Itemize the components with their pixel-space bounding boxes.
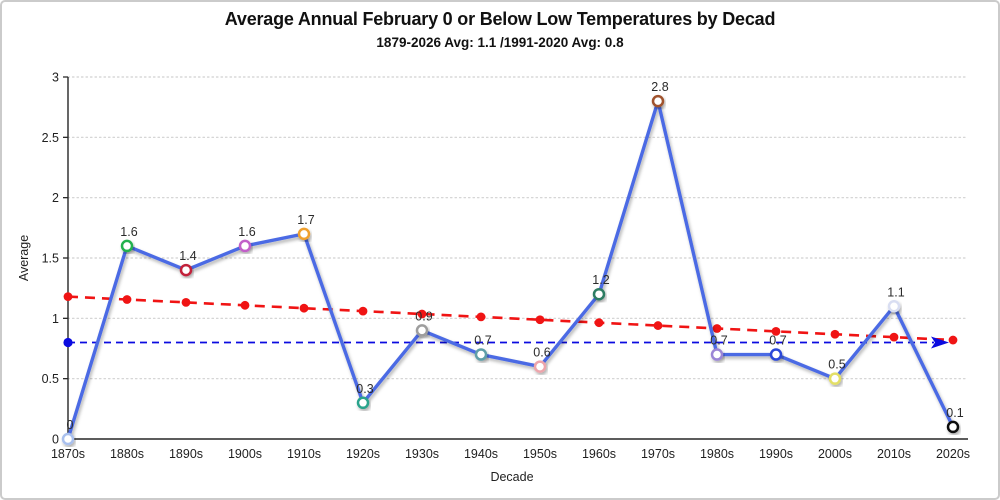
x-tick-label: 1920s [346, 447, 380, 461]
data-point-1960s [592, 287, 606, 301]
y-tick-label: 1.5 [42, 252, 59, 266]
data-point-1900s [238, 239, 252, 253]
trend-marker [948, 335, 958, 345]
x-tick-label: 1890s [169, 447, 203, 461]
x-tick-label: 1940s [464, 447, 498, 461]
x-tick-label: 1930s [405, 447, 439, 461]
data-label: 0.7 [474, 334, 491, 348]
x-tick-label: 1990s [759, 447, 793, 461]
trend-marker [594, 318, 604, 328]
trend-marker [240, 300, 250, 310]
data-label: 1.6 [120, 225, 137, 239]
data-label: 0.9 [415, 309, 432, 323]
trend-marker [299, 303, 309, 313]
data-point-2010s [887, 300, 901, 313]
data-label: 0.5 [828, 358, 845, 372]
trend-marker [63, 292, 73, 302]
data-point-1880s [120, 239, 134, 253]
trend-line-series [63, 292, 958, 345]
data-label: 0 [67, 418, 74, 432]
data-point-1920s [356, 396, 370, 410]
x-tick-label: 1960s [582, 447, 616, 461]
trend-marker [181, 298, 191, 307]
data-label: 1.6 [238, 225, 255, 239]
y-tick-label: 2 [52, 191, 59, 205]
data-point-1970s [651, 94, 665, 108]
data-label: 1.2 [592, 273, 609, 287]
data-label: 1.1 [887, 285, 904, 299]
chart-subtitle: 1879-2026 Avg: 1.1 /1991-2020 Avg: 0.8 [376, 35, 624, 50]
y-tick-label: 3 [52, 71, 59, 85]
chart-title: Average Annual February 0 or Below Low T… [224, 9, 776, 29]
data-point-2020s [946, 420, 960, 434]
trend-marker [653, 321, 663, 330]
x-tick-label: 2000s [818, 447, 852, 461]
data-label: 1.4 [179, 249, 196, 263]
y-tick-label: 1 [52, 312, 59, 326]
x-axis-title: Decade [490, 470, 533, 484]
reference-arrow-icon [931, 336, 949, 349]
y-tick-label: 2.5 [42, 131, 59, 145]
trend-marker [122, 295, 132, 304]
data-point-1990s [769, 348, 783, 361]
x-tick-label: 1980s [700, 447, 734, 461]
axes: 0 0.5 1 1.5 2 2.5 3 1870s 1880s 1890s 1900s 1910s 19… [17, 71, 970, 485]
data-label: 0.7 [769, 334, 786, 348]
data-point-1910s [297, 227, 311, 241]
data-point-1940s [474, 348, 488, 361]
data-point-1930s [415, 324, 429, 337]
trend-marker [417, 309, 427, 319]
y-tick-label: 0 [52, 433, 59, 447]
x-tick-label: 2020s [936, 447, 970, 461]
trend-marker [830, 329, 840, 339]
data-label: 0.1 [946, 406, 963, 420]
data-label: 2.8 [651, 80, 668, 94]
trend-marker [889, 332, 899, 342]
trend-marker [476, 312, 486, 322]
x-tick-label: 1900s [228, 447, 262, 461]
data-label: 0.3 [356, 382, 373, 396]
trend-marker [535, 315, 545, 325]
data-point-1870s [61, 432, 75, 446]
data-labels: 0 1.6 1.4 1.6 1.7 0.3 0.9 0.7 0.6 1.2 2.8 0.7 0.7 0.5… [67, 80, 964, 432]
y-tick-label: 0.5 [42, 372, 59, 386]
data-label: 1.7 [297, 213, 314, 227]
data-point-1890s [179, 263, 193, 277]
data-label: 0.6 [533, 346, 550, 360]
x-tick-label: 1870s [51, 447, 85, 461]
main-line-series [61, 94, 960, 446]
main-line [66, 99, 955, 441]
x-tick-label: 1910s [287, 447, 321, 461]
trend-line [67, 295, 954, 342]
data-point-1950s [533, 360, 547, 373]
data-point-1980s [710, 348, 724, 361]
x-tick-label: 1880s [110, 447, 144, 461]
trend-marker [712, 324, 722, 333]
reference-line-series [63, 336, 949, 349]
reference-start-marker [63, 337, 73, 348]
x-tick-label: 1950s [523, 447, 557, 461]
data-label: 0.7 [710, 334, 727, 348]
trend-marker [771, 326, 781, 336]
x-tick-label: 2010s [877, 447, 911, 461]
data-point-2000s [828, 372, 842, 385]
y-axis-title: Average [17, 235, 31, 281]
trend-marker [358, 306, 368, 316]
x-tick-label: 1970s [641, 447, 675, 461]
